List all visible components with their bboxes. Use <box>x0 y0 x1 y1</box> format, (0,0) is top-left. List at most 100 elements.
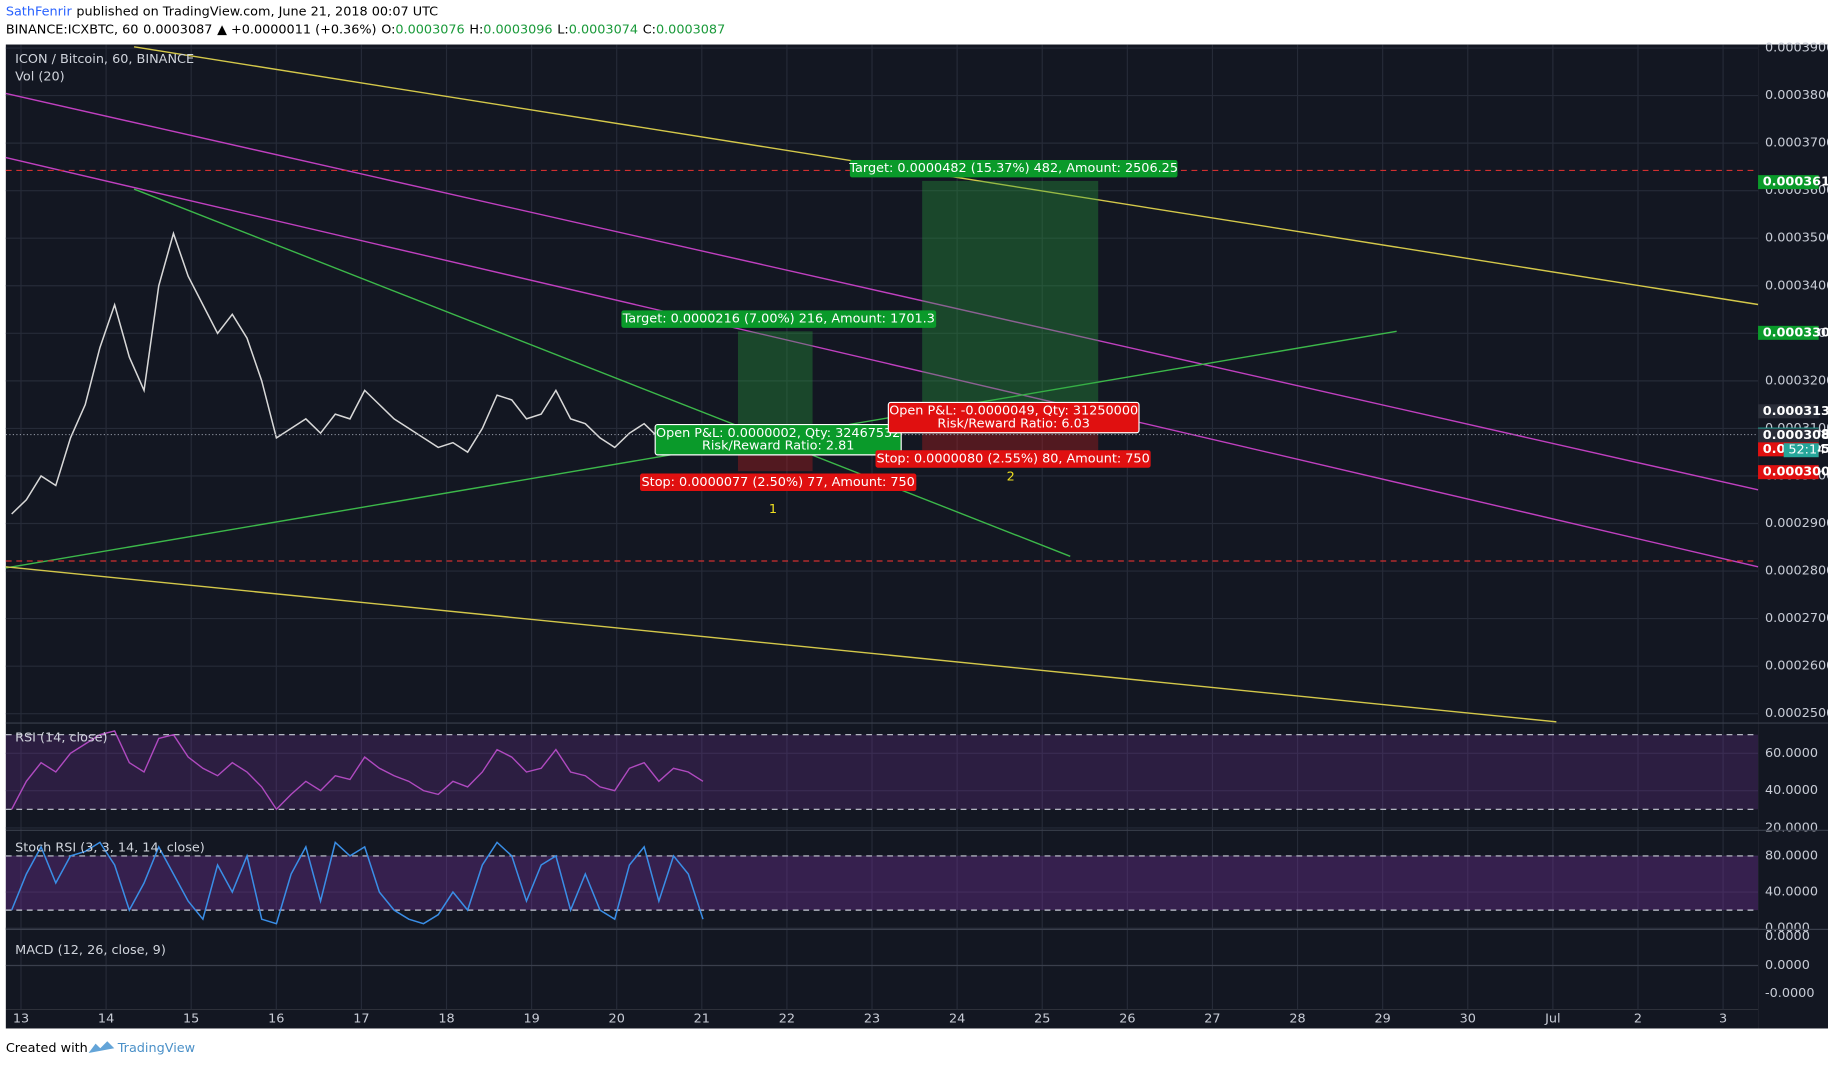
date-label: 2 <box>1634 1012 1642 1027</box>
stoch-line <box>10 840 704 925</box>
position-profit <box>737 331 813 433</box>
time-axis <box>5 1009 1759 1029</box>
y-tick-label: 0.0000 <box>1765 929 1810 944</box>
date-label: 14 <box>98 1012 114 1027</box>
date-label: 13 <box>13 1012 29 1027</box>
author[interactable]: SathFenrir <box>6 4 73 19</box>
position-profit <box>922 180 1099 433</box>
annotation-text: Stop: 0.0000080 (2.55%) 80, Amount: 750 <box>876 451 1149 466</box>
pane-subtitle: Vol (20) <box>15 70 65 85</box>
created-with: Created with <box>6 1041 88 1056</box>
header-item: C: <box>643 22 656 37</box>
date-label: 27 <box>1204 1012 1220 1027</box>
y-tick-label: 0.0002900 <box>1765 516 1828 531</box>
pane-title: ICON / Bitcoin, 60, BINANCE <box>15 52 194 67</box>
header-item: 0.0003087 <box>143 22 212 37</box>
chart-area <box>5 44 1759 1010</box>
header-item: BINANCE:ICXBTC, 60 <box>6 22 139 37</box>
y-tick-label: 20.0000 <box>1765 820 1818 835</box>
y-tick-label: 40.0000 <box>1765 783 1818 798</box>
date-label: Jul <box>1544 1012 1560 1027</box>
y-tick-label: 0.0000 <box>1765 958 1810 973</box>
date-label: 25 <box>1034 1012 1050 1027</box>
annotation-text: Target: 0.0000216 (7.00%) 216, Amount: 1… <box>622 312 935 327</box>
date-label: 21 <box>694 1012 710 1027</box>
published: published on TradingView.com, June 21, 2… <box>76 4 438 19</box>
y-tick-label: 80.0000 <box>1765 848 1818 863</box>
annotation-box <box>849 159 1178 178</box>
trend-line <box>5 156 1759 568</box>
brand[interactable]: TradingView <box>117 1041 195 1056</box>
date-label: 16 <box>268 1012 284 1027</box>
trend-line <box>133 188 1071 557</box>
date-label: 23 <box>864 1012 880 1027</box>
y-tick-label: 0.0002600 <box>1765 659 1828 674</box>
date-label: 18 <box>438 1012 454 1027</box>
y-tick-label: 40.0000 <box>1765 885 1818 900</box>
header-item: 0.0003087 <box>656 22 725 37</box>
date-label: 29 <box>1375 1012 1391 1027</box>
rsi-line <box>11 730 704 811</box>
y-tick-label: 0.0002700 <box>1765 611 1828 626</box>
header-item: 0.0003074 <box>569 22 638 37</box>
price-tag-label: 0.0003136 <box>1763 404 1828 419</box>
y-tick-label: 0.0003500 <box>1765 231 1828 246</box>
date-label: 15 <box>183 1012 199 1027</box>
annotation-text: Target: 0.0000482 (15.37%) 482, Amount: … <box>848 161 1178 176</box>
price-axis <box>1758 44 1828 1029</box>
y-tick-label: -0.0000 <box>1765 986 1814 1001</box>
countdown-box <box>1783 443 1819 458</box>
date-label: 22 <box>779 1012 795 1027</box>
price-tag <box>1758 175 1819 190</box>
header-item: ▲ +0.0000011 (+0.36%) <box>217 22 376 37</box>
y-tick-label: 0.0002800 <box>1765 564 1828 579</box>
y-tick-label: 0.0003200 <box>1765 373 1828 388</box>
pane-title: Stoch RSI (3, 3, 14, 14, close) <box>15 840 205 855</box>
price-tag-label: 0.0003301 <box>1763 325 1828 340</box>
trend-line <box>5 566 1557 723</box>
annotation-box <box>640 473 917 492</box>
y-tick-label: 0.0002500 <box>1765 706 1828 721</box>
annotation-text: Risk/Reward Ratio: 6.03 <box>937 416 1089 431</box>
y-tick-label: 0.0003800 <box>1765 88 1828 103</box>
header-item: 0.0003096 <box>483 22 552 37</box>
y-tick-label: 0.0003900 <box>1765 41 1828 56</box>
annotation-box <box>875 450 1151 468</box>
annotation-box <box>887 401 1140 434</box>
price-line <box>11 230 704 515</box>
y-tick-label: 0.0003700 <box>1765 136 1828 151</box>
price-tag <box>1758 428 1819 443</box>
pane-title: RSI (14, close) <box>15 731 107 746</box>
price-tag-label: 0.0003618 <box>1763 175 1828 190</box>
date-label: 17 <box>353 1012 369 1027</box>
logo <box>88 1041 115 1053</box>
y-tick-label: 60.0000 <box>1765 746 1818 761</box>
annotation-text: Stop: 0.0000077 (2.50%) 77, Amount: 750 <box>642 475 915 490</box>
date-label: 24 <box>949 1012 965 1027</box>
price-tag <box>1758 465 1819 480</box>
position-marker: 1 <box>769 502 777 517</box>
pane-title: MACD (12, 26, close, 9) <box>15 943 166 958</box>
annotation-box <box>621 310 937 328</box>
y-tick-label: 0.0000 <box>1765 921 1810 936</box>
rsi-band <box>5 734 1759 810</box>
countdown: 52:14 <box>1788 443 1825 458</box>
price-tag <box>1758 404 1819 419</box>
price-tag-label: 0.0003008 <box>1763 465 1828 480</box>
footer: Created with TradingView <box>6 1041 195 1056</box>
symbol-line: BINANCE:ICXBTC, 60 0.0003087 ▲ +0.0000011 … <box>6 22 725 37</box>
trend-line <box>5 92 1759 491</box>
position-marker: 2 <box>1007 470 1015 485</box>
date-label: 30 <box>1460 1012 1476 1027</box>
header-item: 0.0003076 <box>395 22 464 37</box>
price-tag-label: 0.0003085 <box>1763 428 1828 443</box>
stoch-band <box>5 855 1759 911</box>
date-label: 19 <box>523 1012 539 1027</box>
header-item: H: <box>469 22 483 37</box>
annotation-text: Risk/Reward Ratio: 2.81 <box>702 439 854 454</box>
date-label: 28 <box>1289 1012 1305 1027</box>
annotation-box <box>654 423 902 456</box>
date-label: 26 <box>1119 1012 1135 1027</box>
